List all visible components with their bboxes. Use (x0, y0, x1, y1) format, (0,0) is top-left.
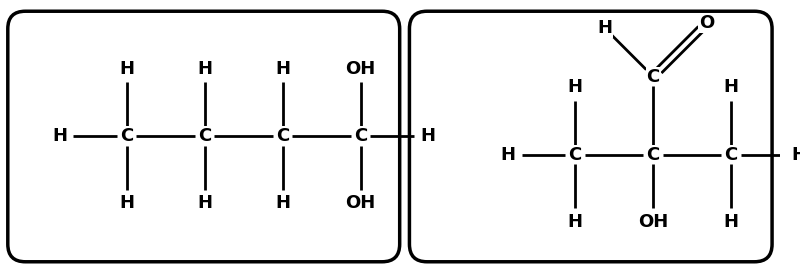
Text: H: H (119, 60, 134, 78)
Text: H: H (421, 127, 435, 145)
Text: O: O (699, 14, 714, 32)
Text: H: H (597, 19, 612, 37)
Text: H: H (119, 194, 134, 212)
Text: H: H (275, 60, 290, 78)
Text: OH: OH (346, 194, 376, 212)
Text: H: H (791, 146, 800, 164)
Text: C: C (276, 127, 290, 145)
Text: H: H (198, 194, 212, 212)
Text: H: H (724, 78, 738, 96)
Text: OH: OH (346, 60, 376, 78)
FancyBboxPatch shape (410, 11, 772, 262)
Text: OH: OH (638, 213, 668, 231)
Text: H: H (568, 78, 582, 96)
Text: C: C (198, 127, 211, 145)
Text: C: C (646, 67, 660, 85)
FancyBboxPatch shape (8, 11, 400, 262)
Text: C: C (120, 127, 134, 145)
Text: H: H (275, 194, 290, 212)
Text: H: H (724, 213, 738, 231)
Text: C: C (569, 146, 582, 164)
Text: H: H (52, 127, 67, 145)
Text: H: H (500, 146, 515, 164)
Text: C: C (725, 146, 738, 164)
Text: H: H (568, 213, 582, 231)
Text: C: C (354, 127, 367, 145)
Text: H: H (198, 60, 212, 78)
Text: C: C (646, 146, 660, 164)
